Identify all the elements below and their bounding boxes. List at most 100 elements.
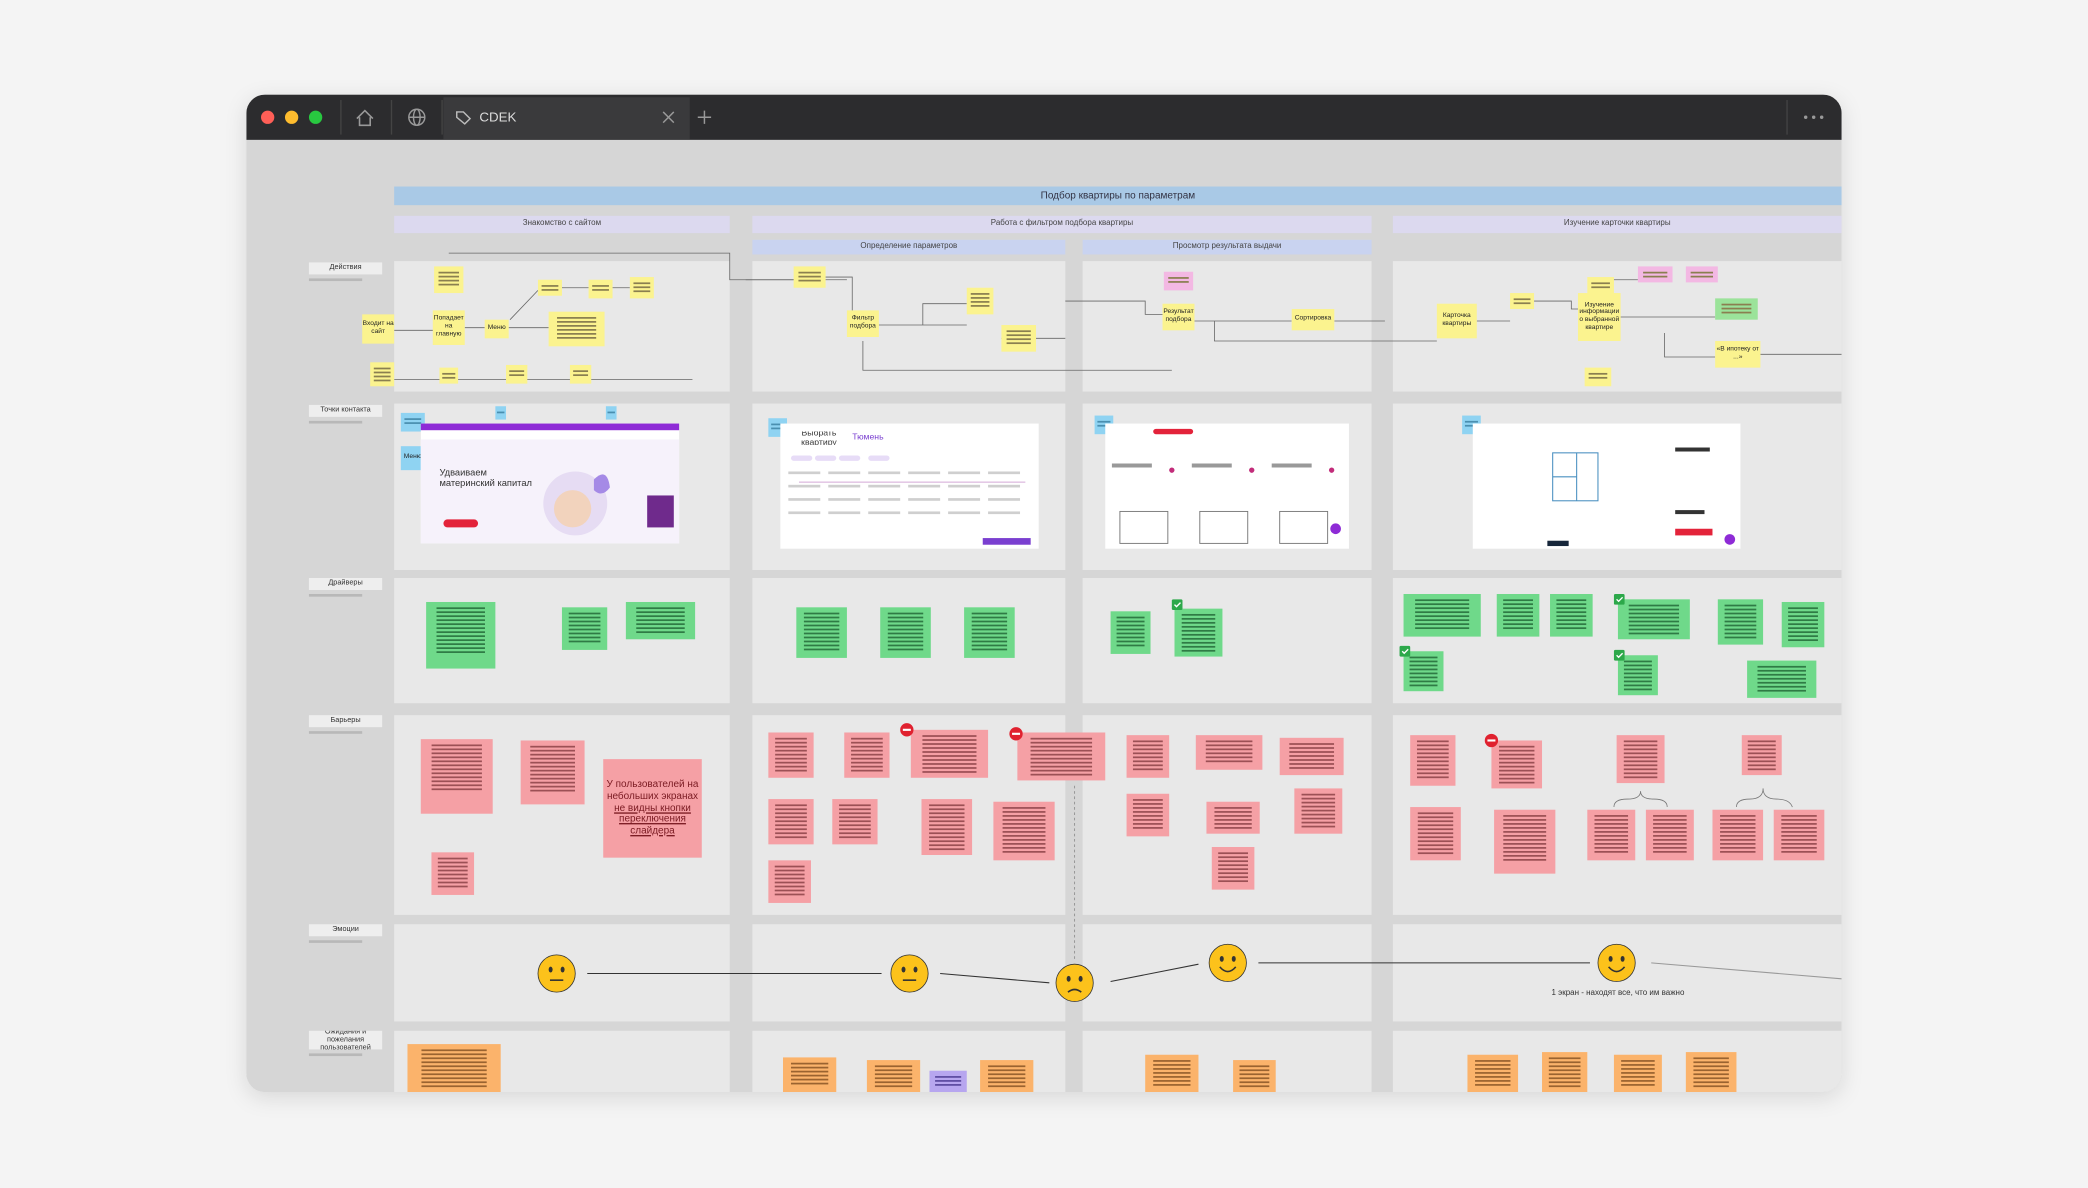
sticky-text-line [1594,831,1629,833]
emoji-eye [1620,955,1625,962]
result-plan [1199,510,1249,544]
sticky-text-line [431,772,482,775]
sticky-text-line [437,861,468,864]
sticky-text-line [1416,776,1449,779]
sticky-text-line [1781,831,1817,833]
minimize-button[interactable] [284,110,299,124]
sticky-text-line [1218,864,1249,867]
filter-field [948,498,981,501]
active-tab[interactable] [443,97,690,140]
home-icon[interactable] [356,109,374,127]
result-badge [1169,467,1175,473]
sticky-text-line [839,812,871,815]
sticky-text-line [442,372,456,375]
row-label: Эмоции [332,926,359,935]
sticky-text-line [803,612,840,615]
action-sticky [846,310,879,337]
sticky-text-line [790,1082,829,1085]
sticky-text-line [1417,852,1454,855]
row-label-note [308,420,363,424]
emoji-happy [1208,943,1247,982]
sticky-text-line [1132,752,1163,755]
more-menu[interactable] [1803,115,1824,120]
sticky-text-line [541,289,559,291]
action-text-box: Попадает на главную [434,315,464,338]
sticky-text-line [929,812,965,815]
maximize-button[interactable] [308,110,323,124]
sticky-text-line [851,769,883,772]
sticky-text-line [1415,623,1470,626]
sticky-text-line [929,828,965,831]
sticky-text-line [1788,639,1818,642]
action-text-box: «В ипотеку от ...» [1717,345,1759,360]
sticky-text-line [1690,271,1714,274]
sticky-text-line [1416,756,1449,759]
sticky-text-line [922,743,977,745]
sticky-text-line [431,784,482,787]
sticky-text-line [774,877,805,880]
sticky-text-line [1475,1060,1511,1062]
sticky-text-line [887,640,924,643]
sticky-text-line [1747,768,1776,771]
sticky-text-line [922,735,977,737]
sticky-text-line [1623,740,1658,743]
sticky-text-line [1002,851,1046,853]
sticky-text-line [1503,599,1533,602]
sticky-text-line [421,1065,487,1068]
touchpoint-text-box: Меню [404,453,422,461]
sticky-text-line [1214,819,1252,821]
sticky-text-line [771,423,785,426]
sticky-text-line [1720,827,1756,829]
sticky-text-line [1653,815,1687,817]
sticky-text-line [798,279,821,282]
sticky-text-line [530,777,575,780]
filter-field [788,471,821,475]
globe-icon[interactable] [408,108,426,126]
sticky-text-line [1289,755,1335,757]
sticky-text-line [1628,624,1680,627]
sticky-text-line [929,832,965,835]
sticky-text-line [1720,839,1756,841]
sticky-text-line [1002,819,1046,821]
row-label: Ожидания и пожелания пользователей [320,1030,371,1050]
sticky-text-line [496,411,505,414]
sticky-text-line [1690,275,1714,278]
expectation-sticky [407,1044,501,1093]
check-icon [1613,649,1625,661]
sticky-text-line [436,651,485,653]
close-button[interactable] [261,110,275,124]
sticky-text-line [1623,752,1658,755]
sticky-text-line [1417,836,1454,839]
hero-object [647,495,674,528]
sticky-text-line [1623,776,1658,779]
new-tab[interactable] [697,110,712,124]
sticky-text-line [775,765,807,768]
sticky-text-line [1289,747,1335,749]
emoji-happy [1597,943,1636,982]
sticky-text-line [1499,753,1535,756]
sticky-text-line [1132,819,1163,821]
sticky-text-line [1181,633,1216,636]
sticky-text-line [1132,748,1163,751]
sticky-text-line [1757,673,1806,676]
connector [922,303,967,326]
sticky-text-line [1030,749,1093,752]
subphase-title: Определение параметров [860,242,958,251]
filter-chip [838,455,861,461]
sticky-text-line [874,1077,913,1080]
check-icon [1613,594,1625,605]
sticky-text-line [1781,843,1817,845]
sticky-text-line [1513,302,1531,305]
sticky-text-line [636,607,685,610]
sticky-text-line [431,756,482,759]
sticky-text-line [1747,764,1776,767]
connector [1534,300,1578,310]
sticky-text-line [922,755,977,757]
sticky-text-line [1030,773,1093,776]
filter-field [868,471,901,475]
sticky-text-line [438,275,460,278]
tab-close[interactable] [662,111,675,124]
sticky-text-line [1548,1073,1581,1076]
filter-chip [814,455,837,461]
sticky-text-line [1594,819,1629,821]
